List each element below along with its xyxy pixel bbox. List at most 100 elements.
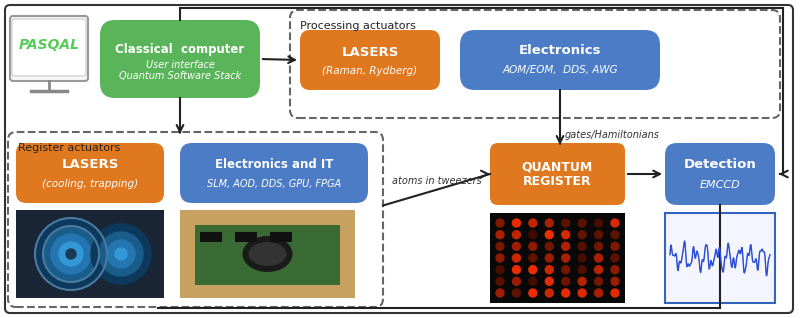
Text: Processing actuators: Processing actuators [300,21,416,31]
FancyBboxPatch shape [460,30,660,90]
Circle shape [578,231,586,239]
Text: atoms in tweezers: atoms in tweezers [392,176,482,186]
Circle shape [496,219,504,227]
FancyBboxPatch shape [490,143,625,205]
Text: AOM/EOM,  DDS, AWG: AOM/EOM, DDS, AWG [502,65,618,75]
Circle shape [529,277,537,285]
Circle shape [611,254,619,262]
Circle shape [66,249,76,259]
Circle shape [578,254,586,262]
Circle shape [546,289,554,297]
Circle shape [611,231,619,239]
Circle shape [546,254,554,262]
Text: Electronics: Electronics [518,45,602,58]
Circle shape [546,277,554,285]
Circle shape [562,266,570,274]
Circle shape [611,266,619,274]
Circle shape [529,219,537,227]
Circle shape [496,289,504,297]
Text: (Raman, Rydberg): (Raman, Rydberg) [322,66,418,76]
Bar [270,232,292,242]
Text: SLM, AOD, DDS, GPU, FPGA: SLM, AOD, DDS, GPU, FPGA [207,179,341,189]
Bar [235,232,257,242]
Circle shape [529,266,537,274]
Circle shape [594,266,602,274]
Circle shape [51,234,91,274]
Text: gates/Hamiltonians: gates/Hamiltonians [565,130,660,140]
Circle shape [578,242,586,250]
Circle shape [513,219,521,227]
Text: PASQAL: PASQAL [18,38,79,52]
Circle shape [529,231,537,239]
Circle shape [546,231,554,239]
Circle shape [107,240,135,268]
FancyBboxPatch shape [100,20,260,98]
Ellipse shape [242,236,293,272]
Bar [16,210,164,298]
Circle shape [562,219,570,227]
Circle shape [562,254,570,262]
Circle shape [611,289,619,297]
Circle shape [594,242,602,250]
Text: (cooling, trapping): (cooling, trapping) [42,179,138,189]
Circle shape [562,231,570,239]
Circle shape [496,266,504,274]
Circle shape [513,254,521,262]
Bar [200,232,222,242]
Text: Register actuators: Register actuators [18,143,120,153]
Text: LASERS: LASERS [62,157,118,170]
Circle shape [496,254,504,262]
FancyBboxPatch shape [10,16,88,81]
Circle shape [611,219,619,227]
Text: Detection: Detection [684,158,756,171]
Circle shape [496,242,504,250]
Circle shape [594,219,602,227]
Circle shape [529,254,537,262]
Circle shape [91,224,151,284]
Circle shape [578,289,586,297]
Text: User interface
Quantum Software Stack: User interface Quantum Software Stack [119,60,241,81]
Circle shape [594,289,602,297]
Text: Electronics and IT: Electronics and IT [215,157,333,170]
Circle shape [594,277,602,285]
Circle shape [611,242,619,250]
Bar [665,213,775,303]
Circle shape [115,248,127,260]
FancyBboxPatch shape [300,30,440,90]
Ellipse shape [249,242,286,266]
Circle shape [59,242,83,266]
Circle shape [529,242,537,250]
Text: LASERS: LASERS [342,46,398,59]
FancyBboxPatch shape [180,143,368,203]
Circle shape [496,277,504,285]
Circle shape [562,289,570,297]
FancyBboxPatch shape [16,143,164,203]
Circle shape [562,242,570,250]
Circle shape [43,226,99,282]
Circle shape [513,266,521,274]
Circle shape [513,242,521,250]
Text: EMCCD: EMCCD [700,180,740,190]
Circle shape [496,231,504,239]
Circle shape [578,266,586,274]
Circle shape [578,219,586,227]
Bar [490,213,625,303]
Circle shape [513,277,521,285]
Circle shape [513,231,521,239]
Circle shape [546,242,554,250]
Circle shape [594,231,602,239]
FancyBboxPatch shape [665,143,775,205]
Bar [195,225,340,285]
Circle shape [611,277,619,285]
Circle shape [562,277,570,285]
Circle shape [99,232,143,276]
Circle shape [513,289,521,297]
Circle shape [594,254,602,262]
Circle shape [578,277,586,285]
Circle shape [35,218,107,290]
FancyBboxPatch shape [12,19,86,76]
Circle shape [546,219,554,227]
Circle shape [546,266,554,274]
Text: QUANTUM
REGISTER: QUANTUM REGISTER [522,160,593,188]
Circle shape [529,289,537,297]
